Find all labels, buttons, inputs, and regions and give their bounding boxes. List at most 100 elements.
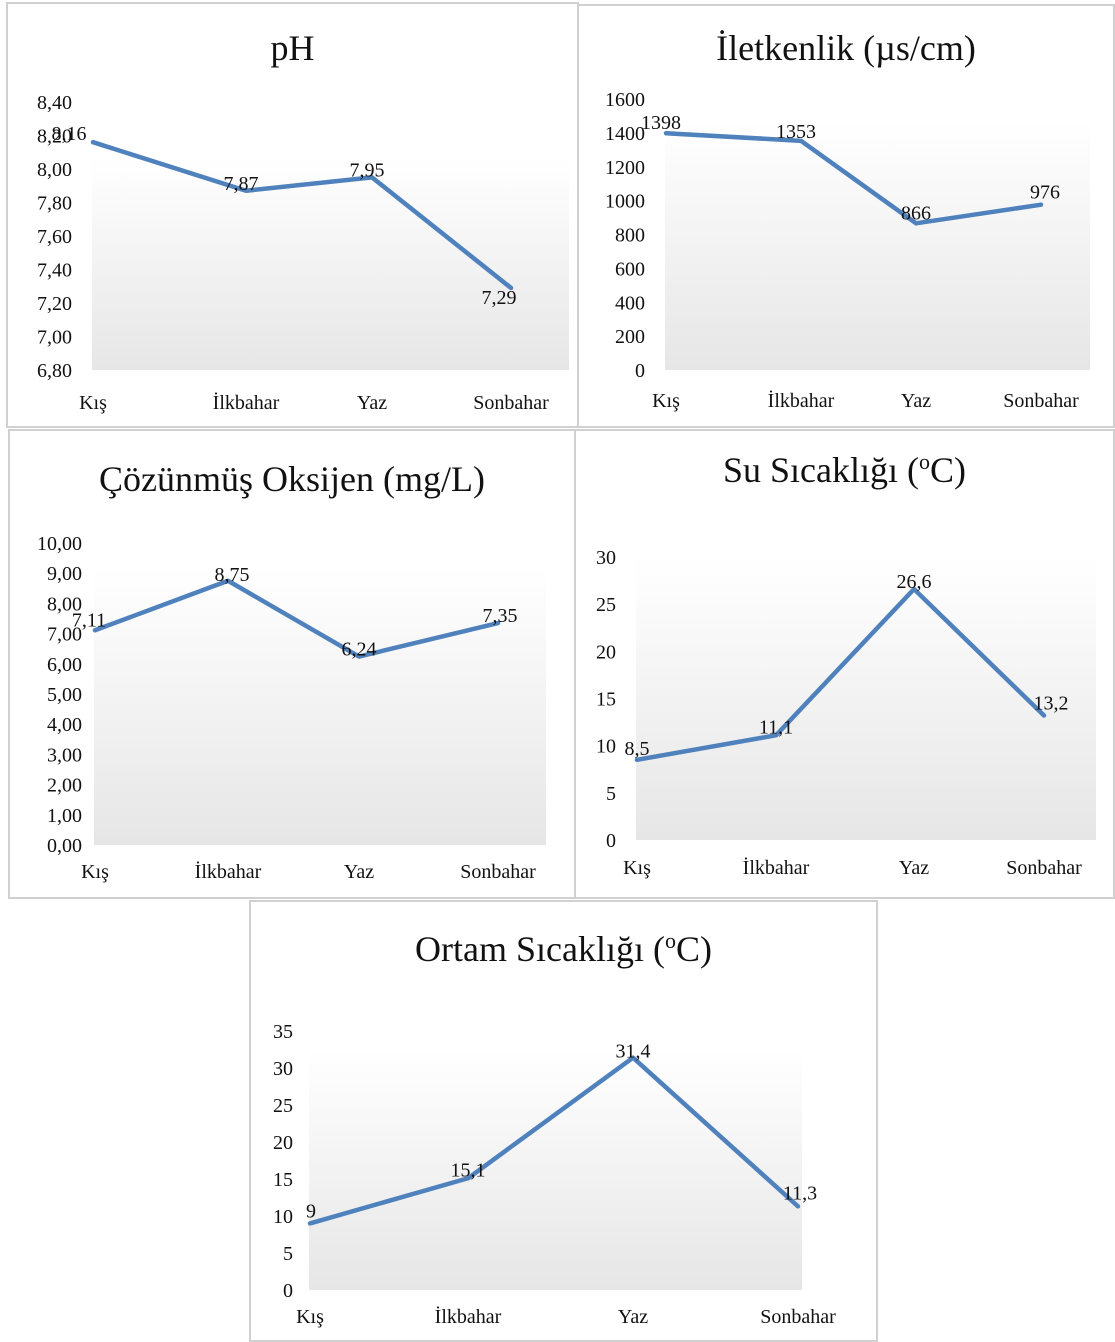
chart-svg: pH 6,80 7,00 7,20 7,40 7,60 7,80 8,00 8,20 8,40 Kı… bbox=[6, 2, 579, 428]
x-tick-label: Yaz bbox=[344, 861, 374, 883]
y-tick-label: 200 bbox=[615, 326, 645, 348]
y-tick-label: 5,00 bbox=[47, 684, 82, 706]
y-tick-label: 7,00 bbox=[47, 624, 82, 646]
x-tick-label: Kış bbox=[623, 857, 651, 879]
y-tick-label: 7,20 bbox=[37, 293, 72, 315]
y-tick-label: 30 bbox=[273, 1058, 293, 1080]
data-label: 26,6 bbox=[897, 571, 932, 593]
y-tick-label: 0 bbox=[635, 360, 645, 382]
y-tick-label: 7,40 bbox=[37, 260, 72, 282]
data-label: 13,2 bbox=[1034, 692, 1069, 714]
data-label: 31,4 bbox=[616, 1041, 651, 1063]
y-tick-label: 10,00 bbox=[37, 533, 82, 555]
y-tick-label: 8,00 bbox=[47, 593, 82, 615]
data-label: 7,95 bbox=[350, 159, 385, 181]
y-tick-label: 15 bbox=[596, 689, 616, 711]
chart-title: Su Sıcaklığı (oC) bbox=[723, 449, 966, 490]
x-tick-label: İlkbahar bbox=[768, 389, 835, 412]
chart-svg: Çözünmüş Oksijen (mg/L) 0,00 1,00 2,00 3,00 4… bbox=[8, 429, 576, 899]
data-label: 1398 bbox=[641, 112, 681, 134]
y-tick-label: 15 bbox=[273, 1169, 293, 1191]
plot-area bbox=[92, 157, 569, 370]
chart-ph: pH 6,80 7,00 7,20 7,40 7,60 7,80 8,00 8,20 8,40 Kı… bbox=[6, 2, 579, 428]
chart-svg: İletkenlik (µs/cm) 0 200 400 600 800 1000 1200 1… bbox=[577, 4, 1115, 428]
y-tick-label: 2,00 bbox=[47, 775, 82, 797]
data-label: 11,1 bbox=[759, 716, 793, 738]
x-tick-label: Kış bbox=[296, 1306, 324, 1328]
y-tick-label: 600 bbox=[615, 258, 645, 280]
x-tick-label: İlkbahar bbox=[195, 860, 262, 883]
x-tick-label: Yaz bbox=[901, 390, 931, 412]
y-tick-label: 400 bbox=[615, 292, 645, 314]
x-tick-label: Sonbahar bbox=[760, 1306, 836, 1328]
y-tick-label: 20 bbox=[596, 641, 616, 663]
x-tick-label: İlkbahar bbox=[213, 391, 280, 414]
x-tick-label: Sonbahar bbox=[1003, 390, 1079, 412]
y-tick-label: 8,00 bbox=[37, 159, 72, 181]
y-tick-label: 800 bbox=[615, 225, 645, 247]
chart-ambient-temperature: Ortam Sıcaklığı (oC) 0 5 10 15 20 25 30 35 Kış İlk… bbox=[249, 900, 878, 1342]
x-tick-label: Kış bbox=[79, 392, 107, 414]
x-tick-label: Sonbahar bbox=[1006, 857, 1082, 879]
plot-area bbox=[94, 568, 546, 845]
series-line bbox=[307, 1055, 801, 1226]
y-tick-label: 0 bbox=[283, 1280, 293, 1302]
x-tick-label: Yaz bbox=[618, 1306, 648, 1328]
x-tick-label: Kış bbox=[81, 861, 109, 883]
x-tick-label: Sonbahar bbox=[460, 861, 536, 883]
y-tick-label: 0,00 bbox=[47, 835, 82, 857]
chart-frame bbox=[249, 900, 878, 1342]
data-label: 866 bbox=[901, 202, 931, 224]
plot-area bbox=[309, 1050, 802, 1290]
y-tick-label: 35 bbox=[273, 1021, 293, 1043]
y-tick-label: 1400 bbox=[605, 123, 645, 145]
y-tick-label: 1200 bbox=[605, 157, 645, 179]
y-tick-label: 1000 bbox=[605, 191, 645, 213]
data-label: 8,16 bbox=[52, 123, 87, 145]
y-tick-label: 1600 bbox=[605, 89, 645, 111]
x-tick-label: Kış bbox=[652, 390, 680, 412]
data-label: 7,11 bbox=[72, 609, 106, 631]
series-line bbox=[90, 139, 514, 291]
chart-frame bbox=[577, 4, 1115, 428]
data-label: 11,3 bbox=[783, 1182, 817, 1204]
y-tick-label: 25 bbox=[273, 1095, 293, 1117]
data-label: 6,24 bbox=[342, 639, 377, 661]
chart-title: İletkenlik (µs/cm) bbox=[716, 28, 976, 68]
data-label: 15,1 bbox=[451, 1159, 486, 1181]
y-tick-label: 10 bbox=[596, 736, 616, 758]
y-tick-label: 5 bbox=[606, 783, 616, 805]
y-tick-label: 10 bbox=[273, 1206, 293, 1228]
data-label: 8,5 bbox=[625, 738, 650, 760]
x-tick-label: İlkbahar bbox=[435, 1305, 502, 1328]
x-tick-label: Yaz bbox=[357, 392, 387, 414]
series-line bbox=[634, 586, 1047, 763]
chart-svg: Ortam Sıcaklığı (oC) 0 5 10 15 20 25 30 35 Kış İlk… bbox=[249, 900, 878, 1342]
chart-svg: Su Sıcaklığı (oC) 0 5 10 15 20 25 30 Kış İlkbahar… bbox=[574, 429, 1115, 899]
y-tick-label: 9,00 bbox=[47, 563, 82, 585]
chart-title: Çözünmüş Oksijen (mg/L) bbox=[99, 459, 485, 499]
chart-conductivity: İletkenlik (µs/cm) 0 200 400 600 800 1000 1200 1… bbox=[577, 4, 1115, 428]
chart-frame bbox=[574, 429, 1115, 899]
plot-area bbox=[665, 122, 1090, 370]
series-line bbox=[663, 130, 1044, 226]
y-tick-label: 4,00 bbox=[47, 714, 82, 736]
x-tick-label: Sonbahar bbox=[473, 392, 549, 414]
y-tick-label: 7,60 bbox=[37, 226, 72, 248]
plot-area bbox=[636, 557, 1096, 840]
data-label: 8,75 bbox=[215, 564, 250, 586]
y-tick-label: 6,00 bbox=[47, 654, 82, 676]
data-label: 9 bbox=[306, 1200, 316, 1222]
data-label: 7,35 bbox=[483, 605, 518, 627]
y-tick-label: 8,20 bbox=[37, 126, 72, 148]
chart-dissolved-oxygen: Çözünmüş Oksijen (mg/L) 0,00 1,00 2,00 3,00 4… bbox=[8, 429, 576, 899]
y-tick-label: 0 bbox=[606, 830, 616, 852]
x-tick-label: İlkbahar bbox=[743, 856, 810, 879]
y-tick-label: 8,40 bbox=[37, 92, 72, 114]
series-line bbox=[92, 578, 501, 659]
y-tick-label: 7,00 bbox=[37, 327, 72, 349]
y-tick-label: 5 bbox=[283, 1243, 293, 1265]
y-tick-label: 30 bbox=[596, 547, 616, 569]
y-tick-label: 7,80 bbox=[37, 193, 72, 215]
chart-title: Ortam Sıcaklığı (oC) bbox=[415, 928, 712, 969]
